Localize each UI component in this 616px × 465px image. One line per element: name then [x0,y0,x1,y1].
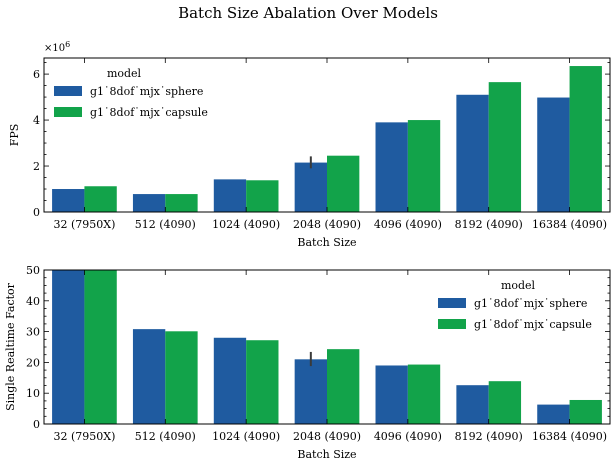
bar-sphere [132,194,166,212]
bar-sphere [456,94,489,212]
bar-sphere [294,162,327,212]
bar-capsule [488,381,522,424]
y-tick-label: 0 [33,206,40,219]
bar-capsule [165,194,198,212]
bar-capsule [84,270,117,424]
legend-title: model [501,279,536,292]
realtime-factor-chart: 0 10 20 30 40 50 32 (7950X) 512 (4090) 1024 (409… [4,264,611,461]
x-tick-label: 32 (7950X) [53,218,115,231]
x-tick-label: 32 (7950X) [53,430,115,443]
bar-sphere [213,179,247,212]
x-tick-label: 2048 (4090) [293,430,361,443]
legend-swatch-capsule [438,319,466,329]
legend-swatch-sphere [438,298,466,308]
bar-capsule [327,349,360,424]
bar-sphere [132,329,166,424]
y-tick-label: 30 [26,326,40,339]
y-tick-label: 0 [33,418,40,431]
legend-label-capsule: g1˙8dof˙mjx˙capsule [474,318,592,331]
legend-title: model [107,67,142,80]
y-tick-label: 20 [26,356,40,369]
bar-capsule [569,66,602,213]
y-multiplier-base: ×10 [44,43,65,54]
bar-capsule [165,331,198,424]
x-tick-label: 2048 (4090) [293,218,361,231]
x-axis-label: Batch Size [297,448,356,461]
y-tick-label: 10 [26,387,40,400]
bar-sphere [375,122,408,212]
fps-chart: 0 2 4 6 32 (7950X) 512 (4090) 1024 (4090) 2048 … [8,40,611,249]
bar-capsule [327,155,360,212]
y-tick-label: 2 [33,160,40,173]
bar-sphere [52,189,85,212]
y-multiplier-exponent: 6 [65,40,70,49]
y-tick-label: 40 [26,295,40,308]
legend-swatch-sphere [54,86,82,96]
bar-sphere [52,270,85,424]
x-tick-label: 512 (4090) [135,218,196,231]
y-multiplier: ×106 [44,40,70,54]
figure-title: Batch Size Abalation Over Models [178,4,438,22]
legend-label-capsule: g1˙8dof˙mjx˙capsule [90,106,208,119]
bar-sphere [537,97,570,212]
x-axis-label: Batch Size [297,236,356,249]
x-tick-label: 16384 (4090) [532,430,607,443]
bar-sphere [456,385,489,424]
y-tick-label: 50 [26,264,40,277]
y-axis-label: Single Realtime Factor [4,282,17,411]
x-tick-label: 512 (4090) [135,430,196,443]
legend-swatch-capsule [54,107,82,117]
bar-sphere [537,404,570,424]
bar-capsule [407,120,441,212]
legend-label-sphere: g1˙8dof˙mjx˙sphere [474,297,587,310]
x-tick-label: 1024 (4090) [212,218,280,231]
y-tick-label: 6 [33,68,40,81]
bar-capsule [246,340,279,424]
bar-capsule [407,364,441,424]
bar-sphere [375,365,408,424]
bar-sphere [213,337,247,424]
bar-capsule [246,180,279,212]
y-axis-label: FPS [8,124,21,147]
bar-capsule [569,399,602,424]
y-tick-label: 4 [33,114,40,127]
bar-capsule [488,82,522,212]
x-tick-label: 4096 (4090) [374,430,442,443]
bar-sphere [294,359,327,424]
bar-capsule [84,186,117,212]
x-tick-label: 16384 (4090) [532,218,607,231]
legend-label-sphere: g1˙8dof˙mjx˙sphere [90,85,203,98]
x-tick-label: 4096 (4090) [374,218,442,231]
x-tick-label: 8192 (4090) [455,430,523,443]
x-tick-label: 8192 (4090) [455,218,523,231]
x-tick-label: 1024 (4090) [212,430,280,443]
